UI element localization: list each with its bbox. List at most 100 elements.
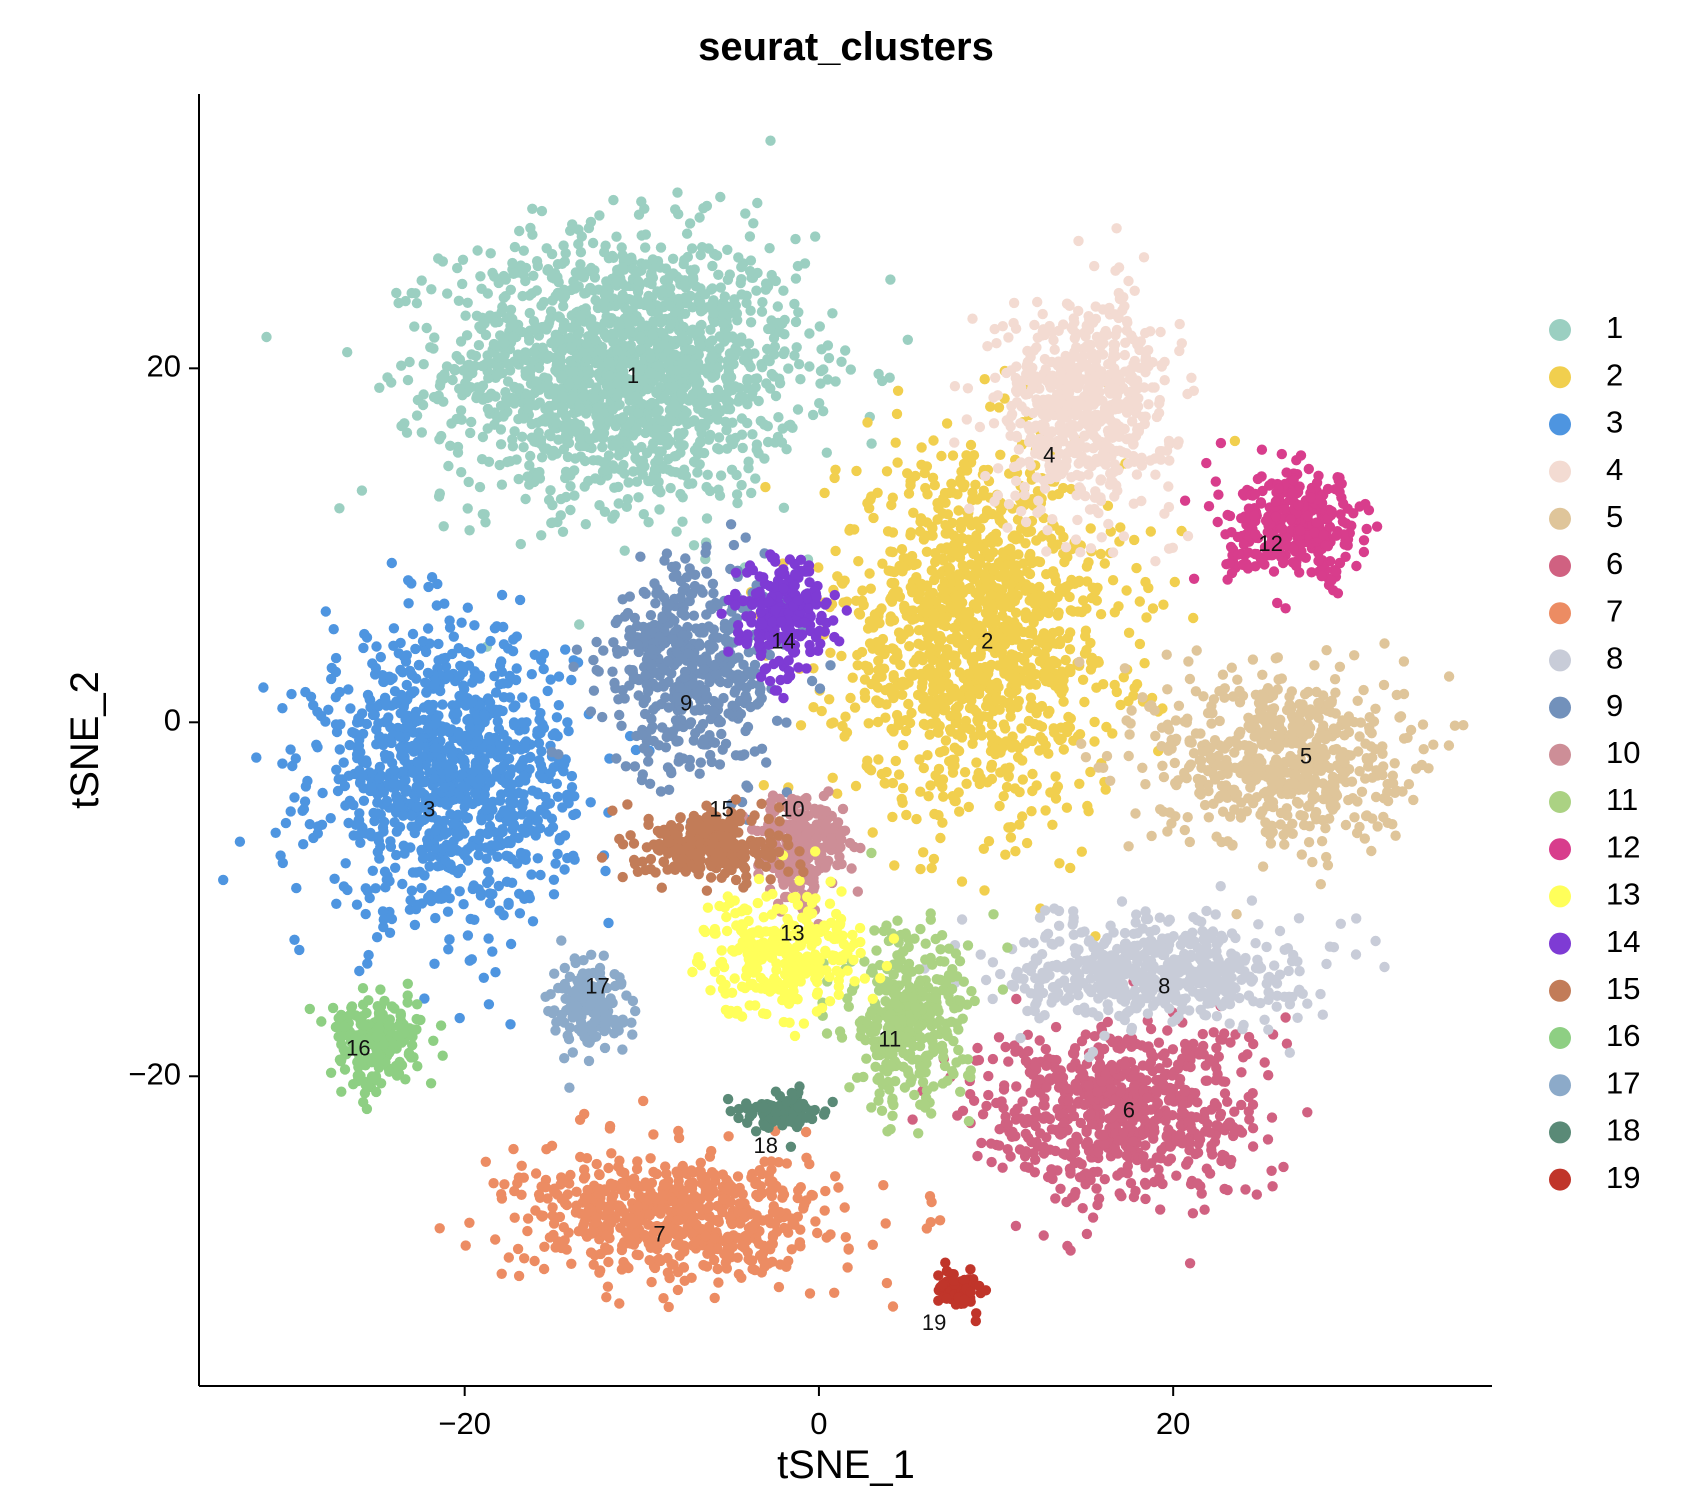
point [790,273,802,284]
point [984,552,995,563]
point [1022,647,1033,659]
point [952,745,964,756]
point [397,667,408,678]
point [472,245,483,256]
point [968,635,979,646]
point [994,800,1005,812]
point [560,248,571,259]
point [286,688,297,700]
point [325,813,336,824]
point [1072,362,1083,373]
point [1140,779,1151,790]
point [409,321,420,332]
point [1063,711,1074,723]
point [1046,427,1058,438]
point [330,666,342,678]
point [1061,802,1073,813]
point [703,434,715,445]
point [935,832,946,844]
point [1141,612,1152,623]
point [733,252,744,263]
point [1071,404,1082,415]
point [808,702,819,713]
point [505,304,517,315]
point [1129,534,1140,546]
point [452,867,464,879]
point [461,330,473,341]
point [498,910,509,921]
point [1146,830,1157,842]
point [985,401,996,412]
point [469,914,480,925]
point [836,356,847,367]
point [913,625,925,636]
scatter-points [218,135,1469,1327]
point [711,410,723,421]
point [270,827,281,838]
point [1196,775,1208,786]
point [1143,399,1154,410]
point [688,273,699,285]
point [599,297,610,308]
point [1037,734,1049,746]
point [836,650,847,662]
point [491,840,502,852]
point [603,370,615,382]
point [1095,548,1107,560]
point [1010,323,1022,334]
point [1080,631,1091,642]
point [499,338,510,349]
point [864,638,876,649]
point [538,722,550,734]
point [766,368,777,380]
point [1001,697,1012,709]
point [495,740,506,751]
point [957,560,968,571]
point [317,787,328,799]
point [374,853,385,864]
point [1070,534,1082,545]
point [1085,766,1096,778]
point [639,461,650,472]
point [374,773,385,784]
point [316,819,328,830]
point [988,565,1000,576]
point [543,264,554,275]
point [616,242,627,253]
point [1170,715,1182,726]
point [280,817,292,829]
point [576,231,587,242]
point [1020,389,1031,400]
point [1026,628,1038,639]
point [1053,733,1064,744]
point [380,882,391,893]
point [1020,538,1031,549]
point [452,831,463,842]
point [566,322,577,333]
point [444,615,455,626]
point [554,334,566,346]
point [876,603,887,614]
point [929,609,940,620]
point [462,602,473,613]
point [473,833,484,845]
point [1107,547,1119,558]
point [528,270,539,281]
cluster-5-points [1074,638,1469,920]
point [1018,558,1029,569]
point [557,343,569,355]
point [637,320,648,331]
point [495,439,507,450]
point [1081,603,1092,614]
point [482,423,493,434]
point [822,374,833,385]
point [529,649,540,660]
point [1188,612,1199,624]
point [928,853,940,865]
point [947,791,958,802]
point [792,404,804,415]
point [563,437,575,449]
point [471,390,483,401]
point [1398,656,1410,667]
point [371,932,383,943]
